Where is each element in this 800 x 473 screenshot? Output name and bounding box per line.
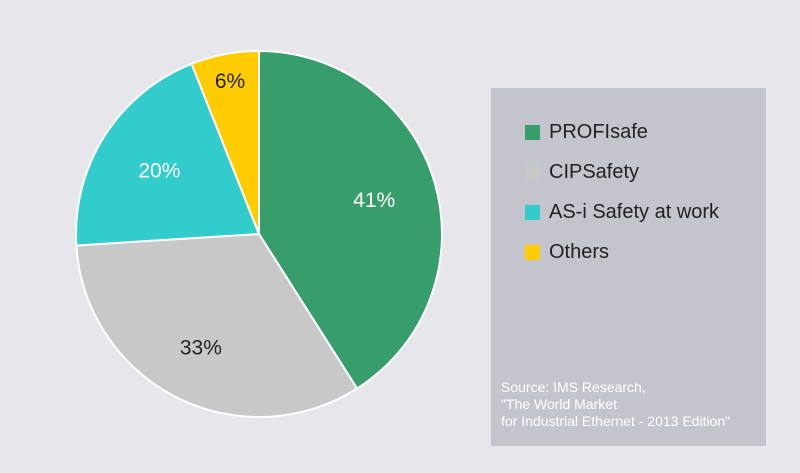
legend-label-others: Others [549,240,610,263]
data-label-profisafe: 41% [353,189,395,212]
legend: PROFIsafe CIPSafety AS-i Safety at work … [525,112,719,272]
pie-slice-as-i-safety [75,62,260,247]
legend-item-profisafe: PROFIsafe [525,112,719,152]
data-label-others: 6% [215,70,245,93]
pie-slice-cipsafety [75,233,359,418]
legend-label-cipsafety: CIPSafety [549,160,640,183]
legend-swatch-as-i-safety [525,204,540,220]
source-line-1: Source: IMS Research, [501,379,646,395]
pie-slice-others [190,50,260,235]
legend-item-cipsafety: CIPSafety [525,152,719,192]
source-line-2: "The World Market [501,396,617,412]
legend-label-profisafe: PROFIsafe [549,120,648,143]
legend-panel: PROFIsafe CIPSafety AS-i Safety at work … [491,88,766,446]
data-label-cipsafety: 33% [180,337,222,360]
legend-swatch-cipsafety [525,164,540,180]
legend-swatch-profisafe [525,124,540,140]
pie-slice-profisafe [258,50,443,390]
legend-swatch-others [525,244,540,260]
legend-label-as-i-safety: AS-i Safety at work [549,200,720,223]
data-label-as-i-safety: 20% [138,159,180,182]
legend-item-others: Others [525,232,719,272]
legend-item-as-i-safety: AS-i Safety at work [525,192,719,232]
source-line-3: for Industrial Ethernet - 2013 Edition" [501,413,731,429]
source-note: Source: IMS Research, "The World Market … [501,379,763,430]
